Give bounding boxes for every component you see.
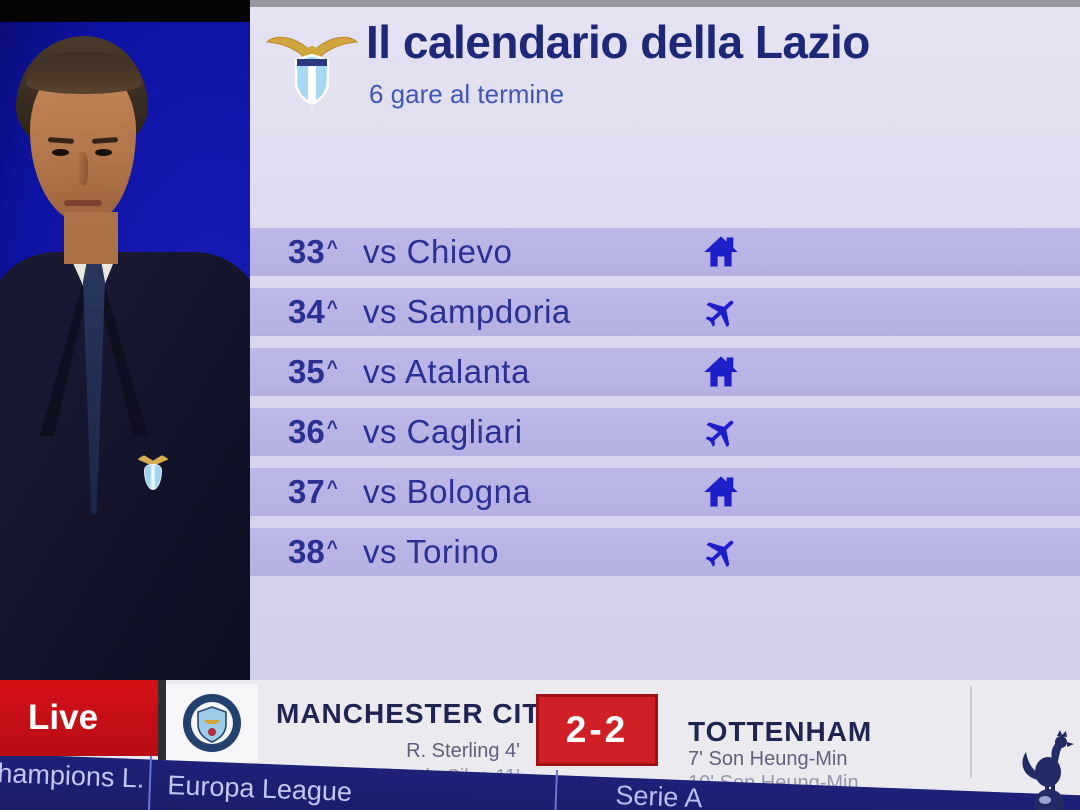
opponent-name: vs Torino: [363, 533, 499, 570]
matchday-number: 36 ^: [288, 413, 338, 450]
home-icon: [704, 356, 738, 387]
face-detail: [64, 200, 102, 206]
coach-hair-fringe: [26, 52, 142, 94]
face-detail: [77, 152, 88, 186]
opponent-name: vs Chievo: [363, 233, 513, 270]
tab-serie-a: Serie A: [614, 780, 703, 810]
venue-indicator: [702, 533, 740, 571]
score-badge: 2-2: [536, 694, 658, 766]
coach-photo: [0, 0, 250, 680]
matchday-number: 38 ^: [288, 533, 338, 570]
venue-indicator: [702, 353, 740, 391]
fixture-row: 34 ^ vs Sampdoria: [250, 288, 1080, 336]
fixture-row: 33 ^ vs Chievo: [250, 228, 1080, 276]
face-detail: [95, 149, 112, 156]
venue-indicator: [702, 473, 740, 511]
opponent-name: vs Cagliari: [363, 413, 523, 450]
opponent-name: vs Bologna: [363, 473, 532, 510]
coach-suit: [0, 252, 250, 680]
opponent-name: vs Atalanta: [363, 353, 530, 390]
top-bezel: [250, 0, 1080, 7]
ticker-separator: [158, 680, 166, 760]
ticker-divider: [970, 686, 972, 778]
top-bezel: [0, 0, 250, 22]
fixtures-panel: Il calendario della Lazio 6 gare al term…: [250, 7, 1080, 680]
face-detail: [52, 149, 69, 156]
plane-icon: [705, 540, 734, 568]
home-crest-box: [166, 684, 258, 762]
away-team-name: TOTTENHAM: [688, 716, 873, 747]
panel-subtitle: 6 gare al termine: [369, 79, 565, 109]
tottenham-crest-icon: [1022, 730, 1074, 810]
manchester-city-crest-icon: [181, 692, 243, 754]
fixture-row: 38 ^ vs Torino: [250, 528, 1080, 576]
home-icon: [704, 476, 738, 507]
fixture-list: 33 ^ vs Chievo 34 ^ vs Sampdoria 35 ^ vs At…: [250, 228, 1080, 588]
fixture-row: 36 ^ vs Cagliari: [250, 408, 1080, 456]
opponent-name: vs Sampdoria: [363, 293, 571, 330]
venue-indicator: [702, 233, 740, 271]
matchday-number: 37 ^: [288, 473, 338, 510]
lazio-lapel-pin-icon: [136, 452, 170, 498]
home-icon: [704, 236, 738, 267]
home-scorer: R. Sterling 4': [406, 740, 520, 762]
home-team-name: MANCHESTER CITY: [276, 698, 561, 729]
fixture-row: 35 ^ vs Atalanta: [250, 348, 1080, 396]
matchday-number: 35 ^: [288, 353, 338, 390]
fixture-row: 37 ^ vs Bologna: [250, 468, 1080, 516]
live-badge: Live: [0, 680, 158, 756]
panel-title: Il calendario della Lazio: [366, 16, 870, 68]
venue-indicator: [702, 413, 740, 451]
venue-indicator: [702, 293, 740, 331]
plane-icon: [705, 420, 734, 448]
lazio-crest-icon: [265, 36, 359, 106]
matchday-number: 34 ^: [288, 293, 338, 330]
score-ticker: MANCHESTER CITY R. Sterling 4' Bernardo …: [0, 680, 1080, 810]
matchday-number: 33 ^: [288, 233, 338, 270]
away-crest-box: [1012, 730, 1080, 810]
coach-neck: [64, 212, 118, 264]
plane-icon: [705, 300, 734, 328]
tab-champions-league: hampions L.: [0, 758, 145, 794]
away-scorer: 7' Son Heung-Min: [688, 748, 848, 770]
